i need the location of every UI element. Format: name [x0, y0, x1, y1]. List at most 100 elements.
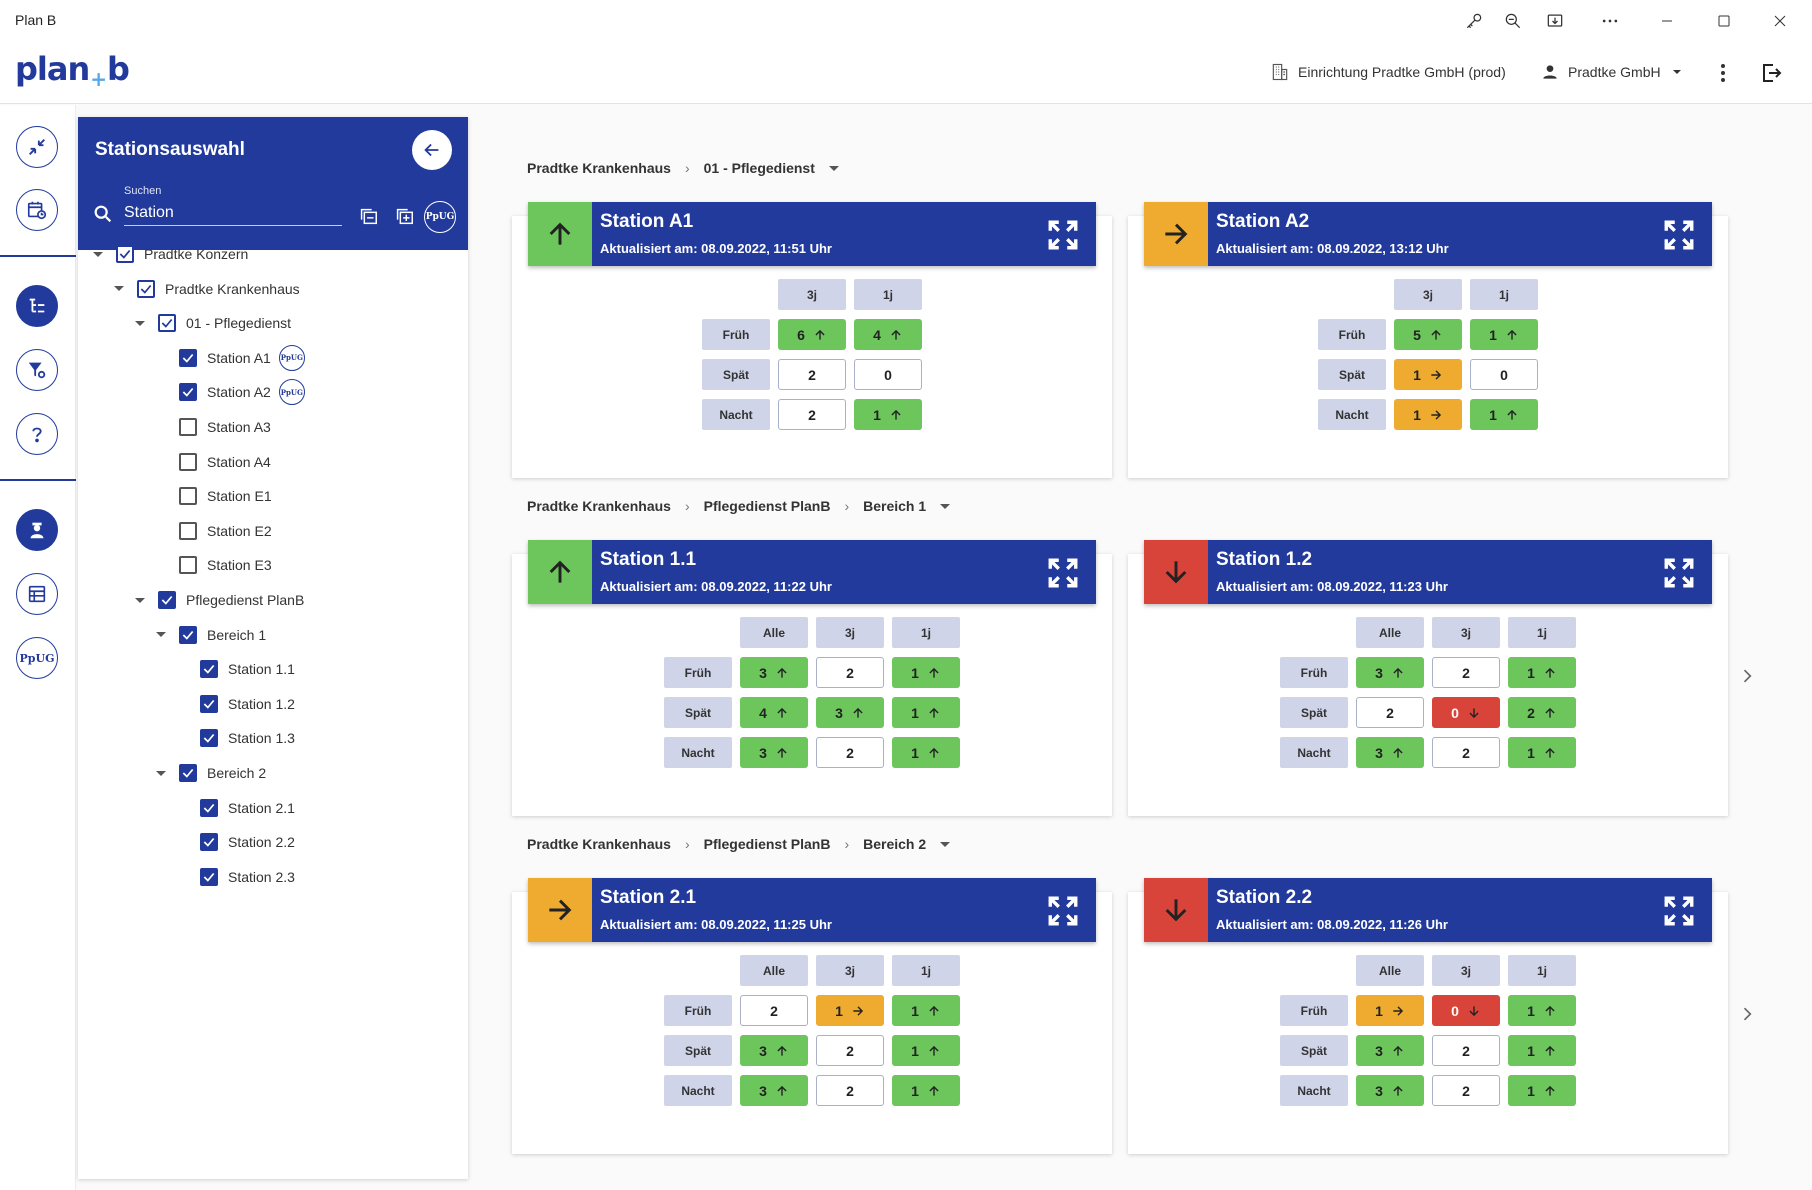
tree-item[interactable]: Station A1 PpUG	[153, 344, 305, 372]
checkbox[interactable]	[179, 625, 197, 644]
value-cell[interactable]: 3	[1356, 737, 1424, 768]
collapse-icon[interactable]	[16, 126, 58, 168]
value-cell[interactable]: 1	[1508, 737, 1576, 768]
tree-item[interactable]: Bereich 1	[153, 621, 266, 649]
checkbox[interactable]	[179, 383, 197, 402]
tree-item[interactable]: Pradtke Krankenhaus	[111, 275, 300, 303]
value-cell[interactable]: 1	[892, 697, 960, 728]
tree-item[interactable]: Station 2.1	[174, 794, 295, 822]
history-calendar-icon[interactable]	[16, 189, 58, 231]
close-icon[interactable]	[1758, 6, 1802, 36]
tree-item[interactable]: Pflegedienst PlanB	[132, 586, 304, 614]
expand-icon[interactable]	[1046, 218, 1080, 252]
copy-selection-icon[interactable]	[357, 205, 381, 229]
value-cell[interactable]: 4	[740, 697, 808, 728]
checkbox[interactable]	[179, 764, 197, 782]
breadcrumb-item[interactable]: Pradtke Krankenhaus	[527, 498, 671, 514]
dropdown-icon[interactable]	[940, 841, 951, 847]
tree-item[interactable]: Station 1.2	[174, 690, 295, 718]
value-cell[interactable]: 3	[740, 1035, 808, 1066]
checkbox[interactable]	[179, 487, 197, 506]
tree-view-icon[interactable]	[16, 285, 58, 327]
caret-down-icon[interactable]	[132, 592, 148, 608]
checkbox[interactable]	[179, 348, 197, 367]
ppug-icon[interactable]: PpUG	[16, 637, 58, 679]
tree-item[interactable]: Station A2 PpUG	[153, 378, 305, 406]
value-cell[interactable]: 2	[816, 1035, 884, 1066]
value-cell[interactable]: 1	[1508, 657, 1576, 688]
expand-icon[interactable]	[1662, 894, 1696, 928]
value-cell[interactable]: 3	[740, 737, 808, 768]
checkbox[interactable]	[200, 833, 218, 852]
checkbox[interactable]	[200, 729, 218, 748]
checkbox[interactable]	[179, 418, 197, 436]
value-cell[interactable]: 0	[1432, 697, 1500, 728]
caret-down-icon[interactable]	[111, 281, 127, 297]
tree-item[interactable]: Pradtke Konzern	[90, 240, 248, 268]
checkbox[interactable]	[179, 556, 197, 575]
value-cell[interactable]: 1	[1470, 319, 1538, 350]
value-cell[interactable]: 2	[1432, 1035, 1500, 1066]
value-cell[interactable]: 0	[854, 359, 922, 390]
value-cell[interactable]: 2	[816, 657, 884, 688]
value-cell[interactable]: 1	[892, 657, 960, 688]
value-cell[interactable]: 1	[1394, 359, 1462, 390]
tree-item[interactable]: Bereich 2	[153, 759, 266, 787]
breadcrumb-item[interactable]: Pradtke Krankenhaus	[527, 160, 671, 176]
ppug-filter-button[interactable]: PpUG	[424, 201, 456, 233]
schedule-icon[interactable]	[16, 573, 58, 615]
checkbox[interactable]	[200, 867, 218, 886]
tree-item[interactable]: Station E2	[153, 517, 272, 545]
value-cell[interactable]: 1	[892, 1075, 960, 1106]
value-cell[interactable]: 3	[1356, 1075, 1424, 1106]
value-cell[interactable]: 2	[778, 399, 846, 430]
value-cell[interactable]: 2	[1432, 737, 1500, 768]
chevron-right-icon[interactable]	[1737, 666, 1757, 686]
tree-item[interactable]: 01 - Pflegedienst	[132, 309, 291, 337]
caret-down-icon[interactable]	[90, 246, 106, 262]
value-cell[interactable]: 3	[740, 657, 808, 688]
expand-icon[interactable]	[1046, 556, 1080, 590]
value-cell[interactable]: 3	[1356, 1035, 1424, 1066]
value-cell[interactable]: 1	[892, 995, 960, 1026]
value-cell[interactable]: 2	[1356, 697, 1424, 728]
search-input[interactable]	[124, 200, 342, 226]
value-cell[interactable]: 1	[854, 399, 922, 430]
breadcrumb-item[interactable]: Pflegedienst PlanB	[703, 836, 831, 852]
tree-item[interactable]: Station A3	[153, 413, 271, 441]
dropdown-icon[interactable]	[940, 503, 951, 509]
value-cell[interactable]: 1	[1356, 995, 1424, 1026]
value-cell[interactable]: 2	[816, 737, 884, 768]
more-icon[interactable]	[1588, 6, 1632, 36]
expand-icon[interactable]	[1662, 556, 1696, 590]
value-cell[interactable]: 0	[1432, 995, 1500, 1026]
checkbox[interactable]	[137, 279, 155, 298]
zoom-out-icon[interactable]	[1491, 6, 1535, 36]
checkbox[interactable]	[158, 314, 176, 333]
breadcrumb-item[interactable]: 01 - Pflegedienst	[703, 160, 815, 176]
tree-item[interactable]: Station E3	[153, 551, 272, 579]
logout-icon[interactable]	[1758, 60, 1784, 86]
checkbox[interactable]	[200, 798, 218, 817]
value-cell[interactable]: 3	[816, 697, 884, 728]
tree-item[interactable]: Station 1.1	[174, 655, 295, 683]
back-button[interactable]	[412, 130, 452, 170]
key-icon[interactable]	[1452, 6, 1496, 36]
checkbox[interactable]	[200, 660, 218, 679]
facility-selector[interactable]: Einrichtung Pradtke GmbH (prod)	[1270, 62, 1506, 82]
expand-icon[interactable]	[1046, 894, 1080, 928]
dropdown-icon[interactable]	[828, 165, 839, 171]
tree-item[interactable]: Station E1	[153, 482, 272, 510]
user-menu[interactable]: Pradtke GmbH	[1540, 62, 1681, 82]
caret-down-icon[interactable]	[132, 315, 148, 331]
caret-down-icon[interactable]	[153, 765, 169, 781]
value-cell[interactable]: 2	[778, 359, 846, 390]
more-vertical-icon[interactable]	[1710, 60, 1736, 86]
expand-icon[interactable]	[1662, 218, 1696, 252]
value-cell[interactable]: 3	[1356, 657, 1424, 688]
value-cell[interactable]: 2	[740, 995, 808, 1026]
breadcrumb-item[interactable]: Bereich 1	[863, 498, 927, 514]
minimize-icon[interactable]	[1645, 6, 1689, 36]
breadcrumb-item[interactable]: Pradtke Krankenhaus	[527, 836, 671, 852]
value-cell[interactable]: 2	[1432, 657, 1500, 688]
